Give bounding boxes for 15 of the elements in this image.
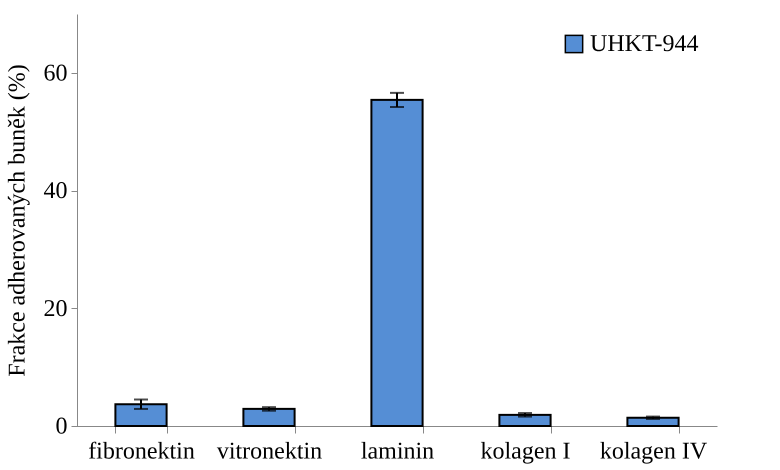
bar	[626, 416, 680, 427]
legend-label: UHKT-944	[590, 31, 698, 57]
y-axis-title: Frakce adherovaných buněk (%)	[4, 64, 30, 377]
bar	[242, 408, 296, 427]
x-tick-label: kolagen IV	[600, 438, 708, 464]
y-tick-label: 60	[44, 60, 68, 86]
x-tick-label: vitronektin	[216, 438, 322, 464]
y-tick-label: 0	[56, 414, 68, 440]
bar	[114, 403, 168, 427]
y-tick-label: 20	[44, 296, 68, 322]
x-tick-label: kolagen I	[480, 438, 570, 464]
y-tick-label: 40	[44, 178, 68, 204]
bar	[498, 414, 552, 427]
x-tick-label: laminin	[360, 438, 434, 464]
x-tick-label: fibronektin	[88, 438, 195, 464]
